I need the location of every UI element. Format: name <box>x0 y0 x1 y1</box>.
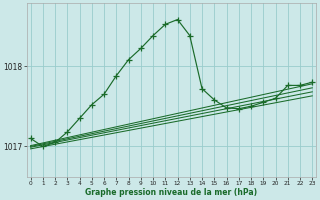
X-axis label: Graphe pression niveau de la mer (hPa): Graphe pression niveau de la mer (hPa) <box>85 188 258 197</box>
